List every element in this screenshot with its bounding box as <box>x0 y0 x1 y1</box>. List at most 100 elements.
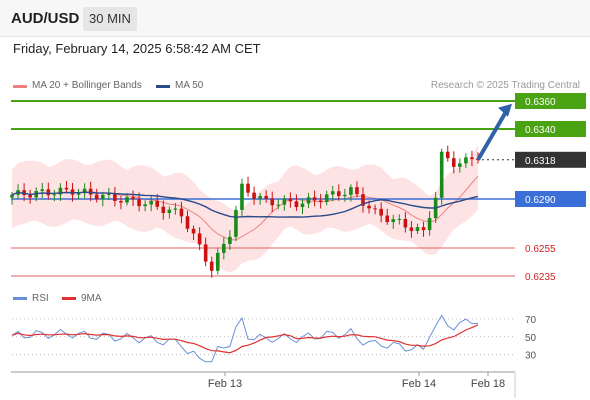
candle-body <box>46 189 51 196</box>
candle-body <box>131 197 135 200</box>
forecast-arrow-head <box>498 103 512 117</box>
candle-body <box>349 187 353 195</box>
candle-body <box>318 200 323 202</box>
candle-body <box>264 195 268 199</box>
candle-body <box>252 192 256 199</box>
candle-body <box>294 201 299 208</box>
candle-body <box>149 200 153 205</box>
candle-body <box>222 243 226 253</box>
level-label-0.6235: 0.6235 <box>525 272 556 283</box>
candle-body <box>167 209 172 213</box>
candle-body <box>282 198 287 205</box>
rsi-legend-swatch <box>13 297 27 300</box>
candle-body <box>427 218 432 231</box>
chart-datetime: Friday, February 14, 2025 6:58:42 AM CET <box>13 41 261 56</box>
candle-body <box>10 194 14 198</box>
symbol-label: AUD/USD <box>11 10 80 27</box>
level-box-0.6360 <box>515 93 586 109</box>
level-box-0.6318 <box>515 151 586 168</box>
bb-legend-swatch <box>13 85 27 88</box>
ma50-legend-label: MA 50 <box>175 80 204 91</box>
candle-body <box>76 192 81 195</box>
candle-body <box>403 218 408 228</box>
x-label-Feb-14: Feb 14 <box>402 378 436 390</box>
level-box-0.6290 <box>515 191 586 207</box>
candle-body <box>397 218 402 220</box>
candle-body <box>312 197 317 201</box>
candle-body <box>409 227 414 231</box>
candle-body <box>107 193 111 195</box>
rsi-ma-legend-label: 9MA <box>81 293 102 304</box>
candle-body <box>28 195 32 198</box>
candle-body <box>119 200 123 203</box>
candle-body <box>276 204 281 206</box>
candle-body <box>82 188 87 193</box>
candle-body <box>458 163 462 167</box>
candle-body <box>337 191 341 197</box>
candle-body <box>324 194 329 202</box>
candle-body <box>185 216 190 229</box>
candle-body <box>306 197 311 204</box>
candle-body <box>343 194 347 197</box>
candle-body <box>143 204 147 207</box>
candle-body <box>228 236 232 244</box>
candle-body <box>415 227 420 231</box>
candle-body <box>361 194 365 206</box>
candle-body <box>288 198 293 202</box>
candle-body <box>209 261 214 271</box>
candle-body <box>113 193 117 201</box>
candle-body <box>439 151 444 198</box>
chart-header: AUD/USD 30 MIN <box>0 0 590 37</box>
candle-body <box>367 205 371 209</box>
candle-body <box>234 209 238 237</box>
candle-body <box>300 203 305 208</box>
rsi-ma-legend-swatch <box>62 297 76 300</box>
candle-body <box>94 194 99 200</box>
candle-body <box>173 208 178 210</box>
rsi-ma-line <box>11 324 479 354</box>
candle-body <box>385 215 390 223</box>
candle-body <box>191 228 196 234</box>
candle-body <box>100 194 105 200</box>
candle-body <box>52 194 57 196</box>
level-label-0.6255: 0.6255 <box>525 244 556 255</box>
candle-body <box>40 189 45 192</box>
candle-body <box>179 208 184 217</box>
level-label-0.6360: 0.6360 <box>525 97 556 108</box>
candle-body <box>373 208 377 210</box>
candle-body <box>246 183 250 193</box>
candle-body <box>155 200 160 207</box>
candle-body <box>258 195 262 199</box>
bb-legend-label: MA 20 + Bollinger Bands <box>32 80 142 91</box>
candle-body <box>125 197 129 203</box>
ma50-legend-swatch <box>156 85 170 88</box>
candle-body <box>197 233 202 245</box>
x-label-Feb-13: Feb 13 <box>208 378 242 390</box>
level-label-0.6290: 0.6290 <box>525 195 556 206</box>
rsi-tick-30: 30 <box>525 351 537 362</box>
candle-body <box>464 157 468 164</box>
credit-text: Research © 2025 Trading Central <box>430 80 580 91</box>
level-label-0.6318: 0.6318 <box>525 156 556 167</box>
candle-body <box>161 206 166 213</box>
rsi-tick-50: 50 <box>525 333 537 344</box>
candle-body <box>203 244 208 262</box>
candle-body <box>70 189 75 195</box>
ma50-line <box>11 191 479 218</box>
x-label-Feb-18: Feb 18 <box>471 378 505 390</box>
candle-body <box>88 188 93 195</box>
rsi-tick-70: 70 <box>525 315 537 326</box>
candle-body <box>330 191 335 195</box>
timeframe-button[interactable]: 30 MIN <box>83 7 137 31</box>
candle-body <box>240 183 244 210</box>
candle-body <box>470 157 474 160</box>
rsi-line <box>11 314 479 363</box>
candle-body <box>355 187 359 195</box>
bollinger-band-fill <box>12 145 478 273</box>
candle-body <box>451 158 456 167</box>
level-box-0.6340 <box>515 121 586 137</box>
candle-body <box>391 219 396 223</box>
candle-body <box>379 208 383 216</box>
candle-body <box>215 252 220 271</box>
